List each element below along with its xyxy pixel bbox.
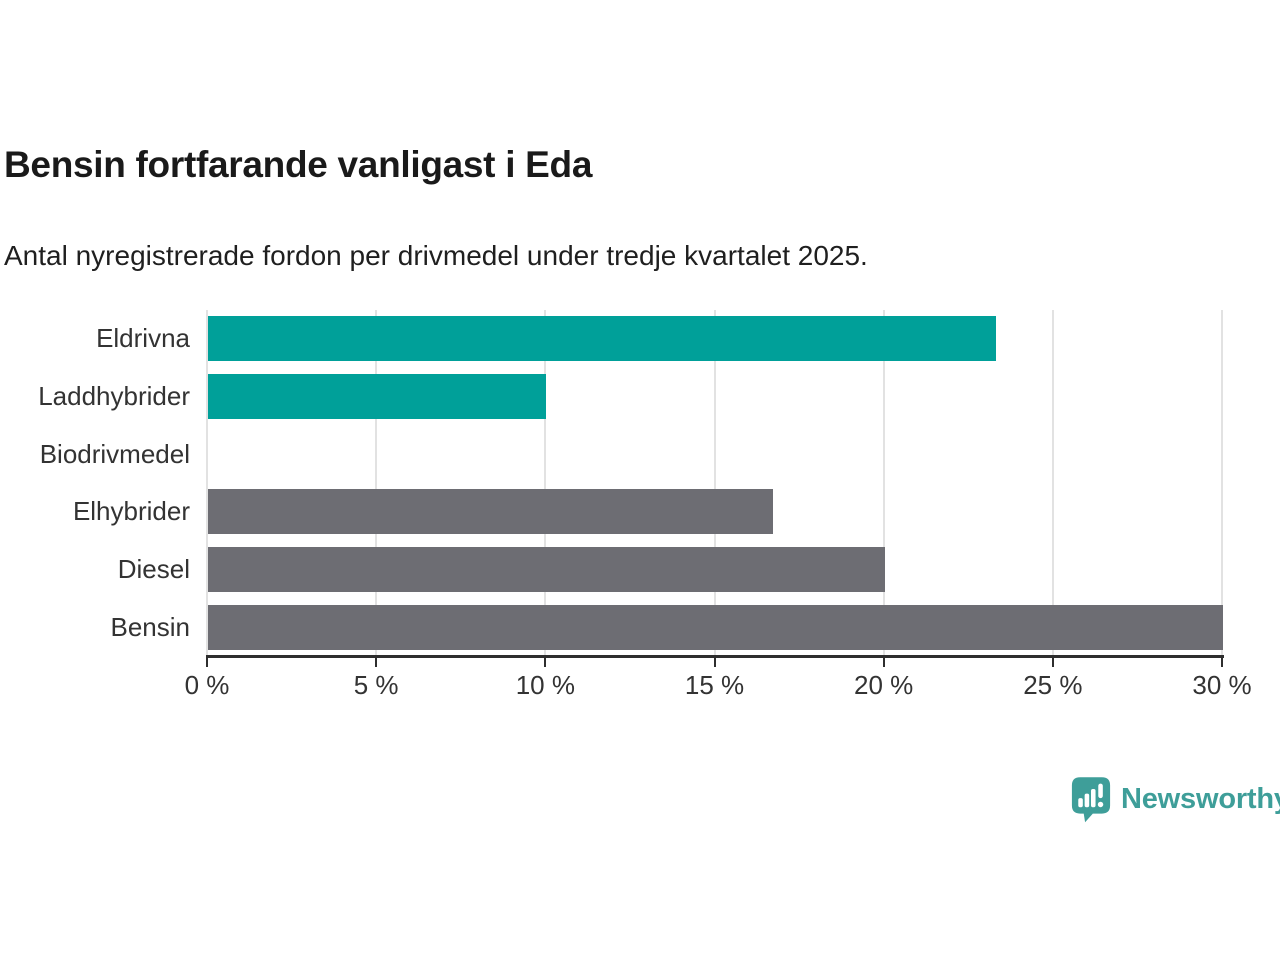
newsworthy-chart-bubble-icon (1071, 776, 1111, 822)
x-axis-tick-label-5: 5 % (353, 670, 399, 700)
x-axis-tick-25 (1051, 658, 1054, 667)
x-axis-tick-label-25: 25 % (1023, 670, 1083, 700)
axis-label-elhybrider: Elhybrider (72, 496, 190, 526)
gridline-25-percent (1051, 310, 1054, 656)
x-axis-line (206, 655, 1224, 658)
x-axis-tick-10 (544, 658, 547, 667)
newsworthy-logo-text: Newsworthy (1121, 782, 1280, 815)
x-axis-tick-label-10: 10 % (515, 670, 575, 700)
newsworthy-logo: Newsworthy (1071, 775, 1280, 823)
x-axis-tick-label-30: 30 % (1192, 670, 1252, 700)
x-axis-tick-0 (206, 658, 208, 667)
gridline-5-percent (375, 310, 378, 656)
x-axis-tick-label-20: 20 % (854, 670, 914, 700)
x-axis-tick-20 (882, 658, 885, 667)
x-axis-tick-5 (375, 658, 378, 667)
bar-bensin (208, 605, 1223, 650)
x-axis-tick-label-0: 0 % (184, 670, 230, 700)
axis-label-laddhybrider: Laddhybrider (38, 381, 190, 411)
bar-laddhybrider (208, 374, 546, 419)
bar-eldrivna (208, 316, 996, 361)
x-axis-tick-30 (1221, 658, 1223, 667)
gridline-0-percent (206, 310, 208, 656)
chart-title: Bensin fortfarande vanligast i Eda (4, 144, 593, 185)
axis-label-eldrivna: Eldrivna (96, 323, 190, 353)
bar-elhybrider (208, 489, 773, 534)
axis-label-biodrivmedel: Biodrivmedel (39, 439, 190, 469)
axis-label-diesel: Diesel (117, 554, 190, 584)
axis-label-bensin: Bensin (110, 612, 191, 642)
x-axis-tick-label-15: 15 % (684, 670, 745, 700)
gridline-15-percent (713, 310, 716, 656)
chart-subtitle: Antal nyregistrerade fordon per drivmede… (4, 240, 868, 271)
x-axis-tick-15 (713, 658, 716, 667)
gridline-20-percent (882, 310, 885, 656)
bar-diesel (208, 547, 885, 592)
gridline-30-percent (1221, 310, 1223, 656)
gridline-10-percent (544, 310, 547, 656)
